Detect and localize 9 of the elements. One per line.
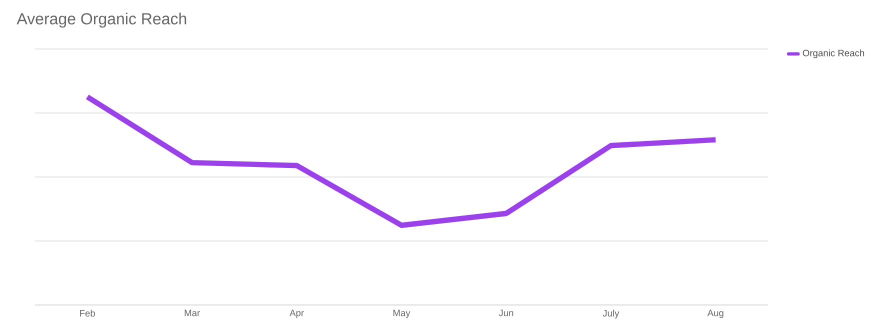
x-tick-label: Mar: [184, 310, 200, 316]
x-tick-label: Feb: [80, 310, 95, 317]
x-tick-label: Jun: [498, 310, 514, 316]
legend-label: Organic Reach: [802, 49, 864, 58]
x-tick-label: July: [602, 310, 620, 318]
x-tick-label: Apr: [290, 310, 304, 318]
x-tick-label: May: [393, 310, 410, 318]
x-tick-label: Aug: [707, 310, 724, 318]
chart-title: Average Organic Reach: [16, 12, 186, 28]
